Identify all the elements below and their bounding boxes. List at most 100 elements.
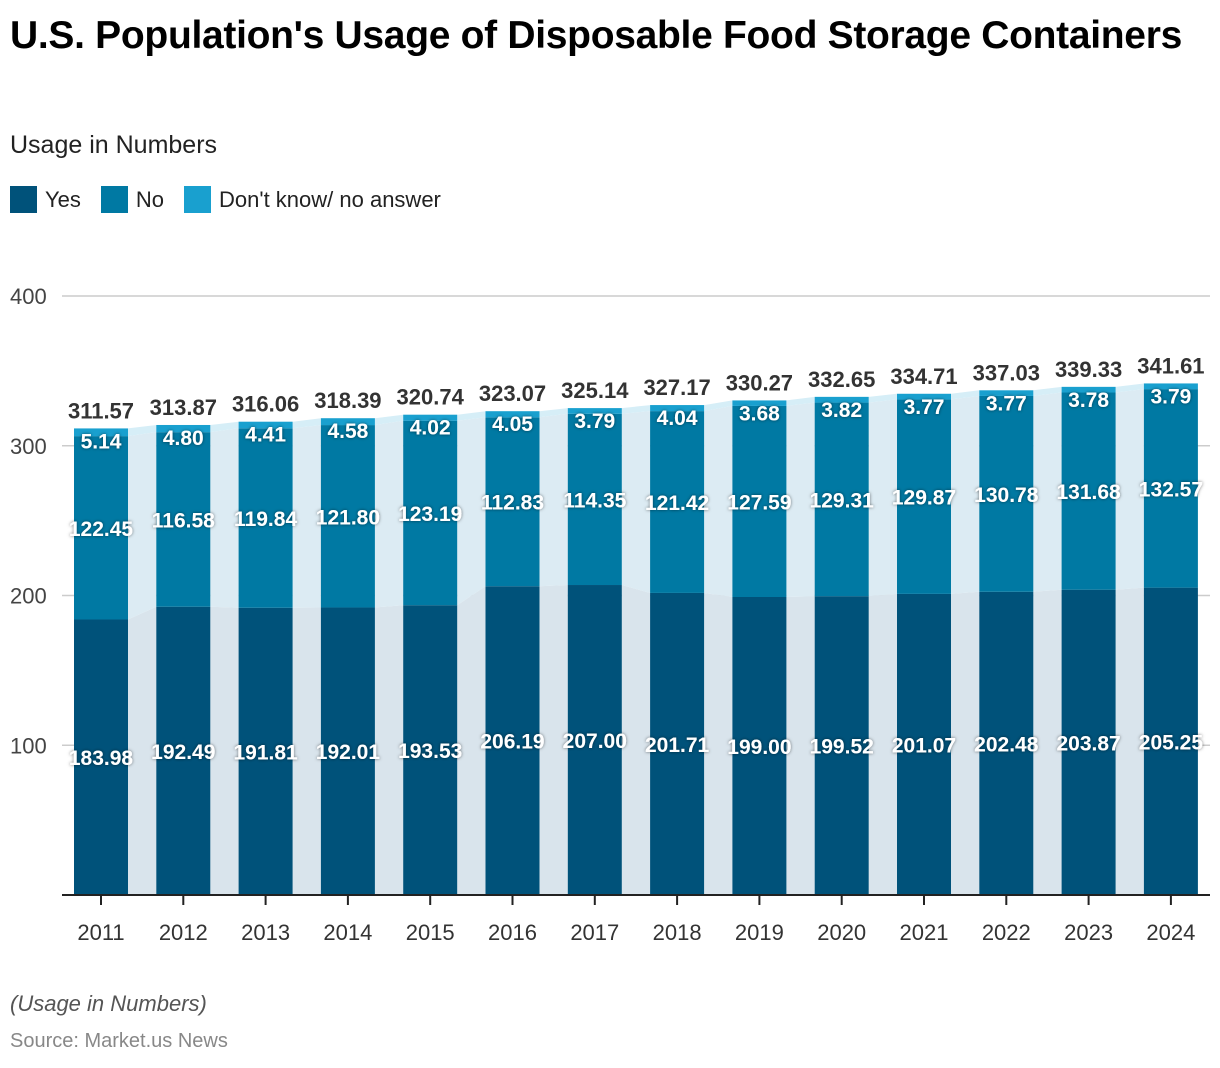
connector-yes-2019	[786, 596, 815, 895]
connector-yes-2021	[951, 591, 980, 895]
bar-yes-2016	[485, 586, 540, 895]
connector-dont-know-2014	[374, 414, 404, 426]
x-tick-label-2018: 2018	[653, 920, 702, 945]
bar-no-2021	[897, 399, 951, 594]
legend-item-dont-know[interactable]: Don't know/ no answer	[184, 186, 441, 213]
data-label-yes-2015: 193.53	[398, 740, 462, 763]
bar-yes-2019	[732, 596, 787, 895]
bar-yes-2012	[156, 606, 211, 895]
data-label-no-2022: 130.78	[974, 484, 1039, 507]
connector-dont-know-2021	[951, 390, 980, 400]
x-tick-label-2014: 2014	[323, 920, 372, 945]
bar-dont-know-2018	[650, 405, 705, 412]
bar-dont-know-2023	[1061, 386, 1116, 393]
bar-yes-2024	[1143, 587, 1198, 895]
x-tick-label-2017: 2017	[570, 920, 619, 945]
bar-dont-know-2013	[238, 421, 293, 429]
bar-no-2018	[650, 411, 705, 593]
footnote: (Usage in Numbers)	[10, 991, 207, 1016]
bar-yes-2013	[238, 607, 293, 895]
y-tick-label-300: 300	[10, 434, 47, 459]
data-label-yes-2016: 206.19	[480, 731, 544, 754]
data-label-yes-2013: 191.81	[233, 741, 298, 764]
connector-no-2021	[951, 395, 980, 594]
data-label-total-2013: 316.06	[232, 392, 299, 417]
source-text: Source: Market.us News	[10, 1030, 228, 1052]
connector-yes-2022	[1033, 589, 1062, 895]
data-label-total-2011: 311.57	[68, 398, 134, 423]
data-label-total-2020: 332.65	[808, 367, 875, 392]
legend-item-yes[interactable]: Yes	[10, 186, 81, 213]
data-label-total-2014: 318.39	[314, 388, 381, 413]
bar-dont-know-2012	[156, 424, 211, 433]
connector-dont-know-2013	[292, 418, 321, 429]
connector-no-2013	[292, 425, 321, 608]
y-tick-label-100: 100	[10, 733, 47, 758]
connector-dont-know-2016	[539, 408, 568, 418]
chart-subtitle: Usage in Numbers	[10, 131, 218, 159]
data-label-no-2023: 131.68	[1056, 481, 1121, 504]
data-label-no-2017: 114.35	[563, 489, 626, 512]
connector-no-2015	[457, 417, 486, 606]
legend-item-no[interactable]: No	[100, 186, 164, 213]
data-label-dont-know-2017: 3.79	[574, 410, 615, 433]
connector-yes-2017	[621, 585, 651, 895]
data-label-dont-know-2016: 4.05	[492, 413, 533, 436]
bar-no-2013	[238, 428, 293, 608]
data-label-dont-know-2023: 3.78	[1068, 389, 1109, 412]
data-label-no-2018: 121.42	[645, 492, 709, 515]
bar-no-2019	[732, 405, 787, 597]
connector-dont-know-2020	[868, 393, 897, 403]
connector-no-2023	[1115, 389, 1144, 590]
bar-no-2020	[814, 402, 869, 597]
bar-no-2017	[567, 413, 622, 586]
data-label-total-2015: 320.74	[397, 385, 465, 410]
bar-dont-know-2015	[403, 414, 458, 421]
data-labels: 183.98 122.45 5.14 311.57 192.49 116.58 4.80 31…	[68, 353, 1205, 770]
data-label-yes-2022: 202.48	[974, 733, 1039, 756]
connector-dont-know-2022	[1033, 386, 1062, 396]
data-label-dont-know-2013: 4.41	[245, 424, 286, 447]
data-label-no-2021: 129.87	[892, 487, 956, 510]
data-label-dont-know-2021: 3.77	[904, 396, 945, 419]
data-label-dont-know-2018: 4.04	[657, 407, 698, 430]
bar-dont-know-2024	[1143, 383, 1198, 390]
legend: Yes No Don't know/ no answer	[10, 186, 461, 213]
bar-no-2016	[485, 417, 540, 587]
data-label-total-2017: 325.14	[561, 378, 629, 403]
data-label-yes-2020: 199.52	[810, 736, 874, 759]
bar-no-2024	[1143, 389, 1198, 588]
bar-yes-2018	[650, 592, 705, 895]
x-tick-label-2024: 2024	[1146, 920, 1195, 945]
legend-label-dont-know: Don't know/ no answer	[219, 186, 441, 212]
data-label-dont-know-2011: 5.14	[81, 430, 122, 453]
connector-yes-2011	[128, 606, 157, 895]
bar-dont-know-2020	[814, 396, 869, 403]
x-tick-label-2011: 2011	[77, 920, 124, 945]
x-tick-label-2022: 2022	[982, 920, 1031, 945]
x-tick-label-2012: 2012	[159, 920, 208, 945]
bar-yes-2021	[897, 593, 951, 895]
bar-no-2023	[1061, 392, 1116, 590]
bar-yes-2020	[814, 596, 869, 895]
bar-dont-know-2022	[979, 390, 1034, 396]
bar-no-2011	[74, 436, 128, 620]
x-tick-label-2015: 2015	[406, 920, 455, 945]
data-label-total-2012: 313.87	[150, 395, 217, 420]
data-label-no-2015: 123.19	[398, 503, 462, 526]
connector-dont-know-2017	[621, 405, 651, 414]
data-label-dont-know-2020: 3.82	[821, 399, 862, 422]
bar-dont-know-2019	[732, 400, 787, 406]
bar-yes-2011	[74, 619, 128, 895]
connector-yes-2014	[374, 605, 404, 895]
data-label-yes-2023: 203.87	[1056, 732, 1120, 755]
data-label-total-2016: 323.07	[479, 381, 546, 406]
bar-dont-know-2021	[897, 393, 951, 400]
data-label-dont-know-2019: 3.68	[739, 402, 780, 425]
data-label-total-2018: 327.17	[643, 375, 710, 400]
bar-yes-2015	[403, 605, 458, 895]
chart-title: U.S. Population's Usage of Disposable Fo…	[10, 14, 1182, 57]
x-tick-label-2019: 2019	[735, 920, 784, 945]
connector-dont-know-2011	[128, 424, 157, 437]
